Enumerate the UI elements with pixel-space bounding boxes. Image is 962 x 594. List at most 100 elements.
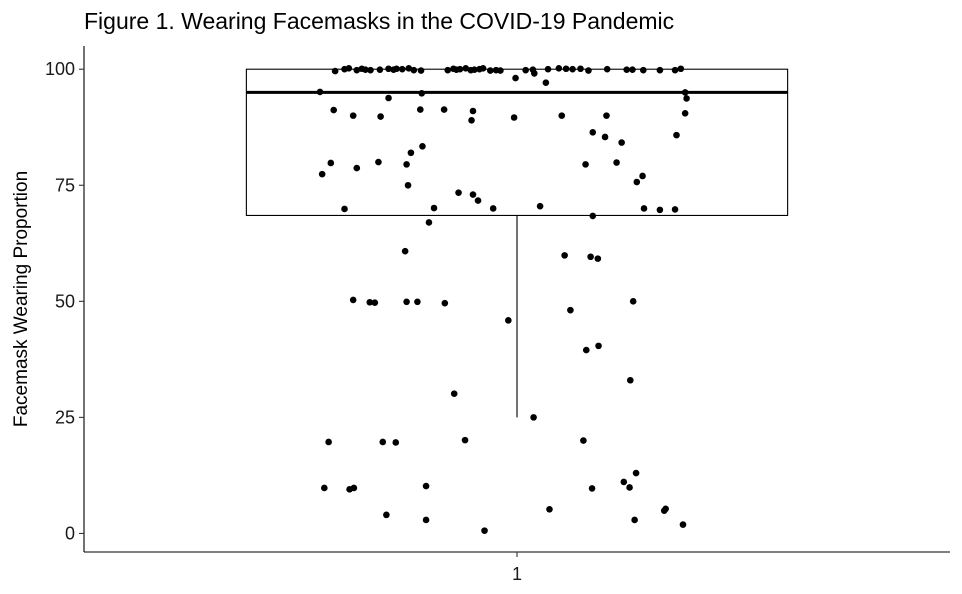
data-point <box>385 94 392 102</box>
data-point <box>588 485 596 492</box>
data-point <box>456 65 464 73</box>
y-tick-label: 100 <box>45 59 75 79</box>
data-point <box>582 346 590 354</box>
x-tick-label: 1 <box>512 564 522 584</box>
data-point <box>601 133 609 141</box>
data-point <box>366 298 374 306</box>
data-point <box>562 65 570 73</box>
data-point <box>683 95 690 102</box>
data-point <box>422 516 430 524</box>
data-point <box>626 484 633 491</box>
data-point <box>430 204 438 212</box>
data-point <box>671 66 679 74</box>
data-point <box>440 106 448 113</box>
data-point <box>505 317 512 324</box>
data-point <box>561 252 568 259</box>
data-point <box>331 67 339 75</box>
box-group <box>245 68 789 418</box>
data-point <box>629 298 637 305</box>
data-point <box>371 299 379 307</box>
data-point <box>321 484 328 492</box>
data-point <box>623 66 630 73</box>
data-point <box>582 161 589 168</box>
data-point <box>418 90 426 97</box>
data-point <box>569 65 576 73</box>
data-point <box>589 212 597 220</box>
data-point <box>681 89 689 96</box>
data-point <box>536 202 544 210</box>
x-axis-ticks: 1 <box>512 552 522 584</box>
data-point <box>656 66 664 74</box>
data-point <box>349 112 357 119</box>
data-point <box>377 113 384 120</box>
data-point <box>594 255 602 262</box>
data-point <box>419 142 426 150</box>
y-tick-label: 50 <box>55 291 75 311</box>
data-point <box>546 505 553 513</box>
data-point <box>580 437 587 444</box>
data-point <box>671 206 679 213</box>
data-point <box>462 64 470 72</box>
data-point <box>468 116 475 124</box>
data-point <box>632 469 640 477</box>
data-point <box>620 478 628 486</box>
data-point <box>441 299 449 307</box>
data-point <box>417 67 425 74</box>
data-point <box>627 376 634 384</box>
data-point <box>603 112 610 119</box>
data-point <box>379 438 387 446</box>
data-point <box>544 65 552 73</box>
data-point <box>461 436 469 444</box>
data-point <box>673 131 680 139</box>
data-point <box>595 342 602 350</box>
data-point <box>577 65 584 73</box>
y-axis-title: Facemask Wearing Proportion <box>11 171 32 427</box>
data-point <box>469 191 477 198</box>
data-point <box>367 66 374 74</box>
data-point <box>585 67 592 74</box>
data-point <box>353 164 361 172</box>
jitter-points <box>316 64 690 534</box>
data-point <box>633 178 641 186</box>
data-point <box>455 189 462 196</box>
data-point <box>353 66 361 74</box>
data-point <box>425 219 433 226</box>
data-point <box>392 439 400 446</box>
data-point <box>481 527 488 534</box>
data-point <box>471 66 478 73</box>
data-point <box>677 65 685 73</box>
data-point <box>469 107 477 115</box>
data-point <box>567 306 574 314</box>
data-point <box>383 511 390 519</box>
data-point <box>510 114 518 121</box>
data-point <box>416 106 424 113</box>
data-point <box>530 414 537 421</box>
data-point <box>497 67 504 74</box>
data-point <box>362 66 369 73</box>
data-point <box>345 64 353 72</box>
data-point <box>679 521 687 528</box>
data-point <box>639 172 646 180</box>
data-point <box>410 66 418 74</box>
data-point <box>393 65 400 73</box>
data-point <box>613 159 620 166</box>
data-point <box>318 170 326 178</box>
data-point <box>385 65 392 73</box>
data-point <box>629 66 636 73</box>
data-point <box>330 106 337 114</box>
interquartile-box <box>245 68 789 216</box>
data-point <box>603 65 611 73</box>
data-point <box>512 74 519 82</box>
y-tick-label: 0 <box>65 523 75 543</box>
data-point <box>531 70 538 77</box>
data-point <box>522 66 529 74</box>
data-point <box>489 205 497 212</box>
data-point <box>401 247 409 255</box>
data-point <box>618 139 625 146</box>
data-point <box>589 129 597 136</box>
data-point <box>558 112 566 119</box>
data-point <box>375 158 382 166</box>
data-point <box>403 298 410 306</box>
data-point <box>486 67 494 74</box>
